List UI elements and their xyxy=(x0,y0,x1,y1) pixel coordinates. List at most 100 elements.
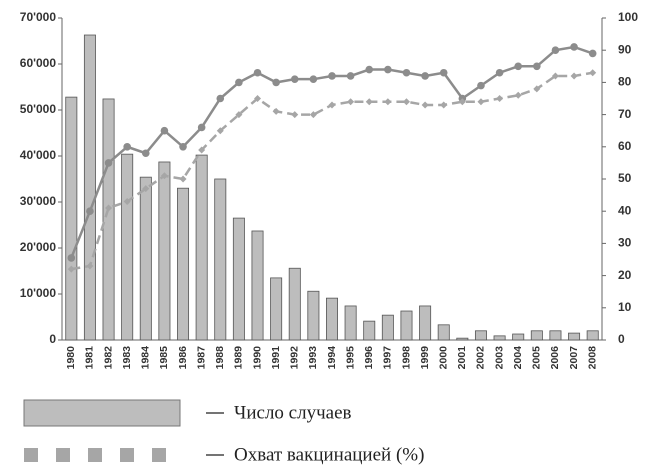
x-tick-label: 1997 xyxy=(382,346,394,370)
legend-swatch xyxy=(24,448,38,462)
bar xyxy=(586,330,599,341)
marker xyxy=(104,159,113,167)
x-tick-label: 1996 xyxy=(363,346,375,370)
marker xyxy=(142,185,150,193)
bar xyxy=(214,178,227,341)
x-tick-label: 1982 xyxy=(102,346,114,370)
marker xyxy=(477,98,485,106)
y2-tick-label: 0 xyxy=(618,332,625,346)
marker xyxy=(496,95,504,102)
marker xyxy=(439,68,448,77)
bar xyxy=(139,176,152,341)
marker xyxy=(86,262,94,270)
bar xyxy=(456,337,469,341)
y-tick-label: 60'000 xyxy=(20,56,57,70)
bar xyxy=(177,187,190,341)
legend-swatch xyxy=(152,448,166,462)
y2-tick-label: 40 xyxy=(618,203,632,217)
marker xyxy=(216,127,224,135)
marker xyxy=(533,62,541,71)
marker xyxy=(123,198,131,206)
marker xyxy=(179,175,187,183)
x-tick-label: 1980 xyxy=(65,346,77,370)
bar xyxy=(270,277,283,341)
y-tick-label: 0 xyxy=(49,332,56,346)
marker xyxy=(588,49,597,58)
marker xyxy=(495,68,504,77)
marker xyxy=(477,81,485,90)
marker xyxy=(253,68,262,77)
x-tick-label: 2002 xyxy=(475,346,487,370)
legend-label: Охват вакцинацией (%) xyxy=(234,444,424,465)
bar xyxy=(326,297,338,341)
bar xyxy=(437,324,450,341)
marker xyxy=(421,101,429,109)
marker xyxy=(570,72,578,80)
y2-tick-label: 100 xyxy=(618,10,638,24)
x-tick-label: 1990 xyxy=(251,346,263,370)
marker xyxy=(514,91,522,99)
marker xyxy=(309,75,318,83)
x-tick-label: 1987 xyxy=(195,346,207,370)
bar xyxy=(549,330,562,341)
legend-swatch xyxy=(120,448,134,462)
y-tick-label: 70'000 xyxy=(20,10,57,24)
legend-label: Число случаев xyxy=(234,402,352,423)
bar xyxy=(102,98,115,341)
y2-tick-label: 80 xyxy=(618,75,632,89)
legend-swatch xyxy=(56,448,70,462)
marker xyxy=(402,98,410,106)
y2-tick-label: 20 xyxy=(618,268,632,282)
marker xyxy=(235,111,243,119)
marker xyxy=(551,46,560,54)
bar xyxy=(83,34,96,341)
x-tick-label: 2006 xyxy=(549,346,561,370)
marker xyxy=(160,126,169,135)
bar xyxy=(307,290,320,341)
marker xyxy=(291,111,299,119)
bar xyxy=(381,314,394,341)
marker xyxy=(272,78,280,87)
x-tick-label: 1981 xyxy=(84,346,96,370)
bar xyxy=(530,330,543,341)
marker xyxy=(589,69,597,77)
marker xyxy=(384,65,392,74)
legend-item: Число случаев xyxy=(23,399,352,427)
bar xyxy=(400,310,413,341)
legend-item: Охват вакцинацией (%) xyxy=(24,444,424,465)
marker xyxy=(179,143,187,151)
x-tick-label: 2007 xyxy=(568,346,580,370)
marker xyxy=(347,98,355,106)
y-tick-label: 50'000 xyxy=(20,102,57,116)
x-tick-label: 1985 xyxy=(158,346,170,370)
marker xyxy=(551,72,559,80)
marker xyxy=(533,85,541,93)
y-tick-label: 30'000 xyxy=(20,194,57,208)
marker xyxy=(570,43,578,51)
marker xyxy=(328,72,336,80)
bar xyxy=(195,154,208,341)
marker xyxy=(197,123,206,132)
marker xyxy=(254,95,262,102)
x-tick-label: 1988 xyxy=(214,346,226,370)
marker xyxy=(421,72,429,80)
y-tick-label: 10'000 xyxy=(20,286,57,300)
bar xyxy=(363,320,376,341)
marker xyxy=(67,254,76,262)
bar xyxy=(474,330,487,341)
y2-tick-label: 60 xyxy=(618,139,632,153)
marker xyxy=(86,207,94,215)
x-tick-label: 1999 xyxy=(419,346,431,370)
marker xyxy=(328,101,336,109)
x-tick-label: 1992 xyxy=(289,346,301,370)
bar xyxy=(493,335,506,341)
marker xyxy=(272,107,280,115)
bar xyxy=(251,230,264,341)
marker xyxy=(67,265,75,273)
marker xyxy=(440,101,448,109)
x-tick-label: 1998 xyxy=(400,346,412,370)
y2-tick-label: 70 xyxy=(618,107,632,121)
marker xyxy=(216,94,225,103)
bar xyxy=(158,161,171,341)
marker xyxy=(290,75,299,83)
